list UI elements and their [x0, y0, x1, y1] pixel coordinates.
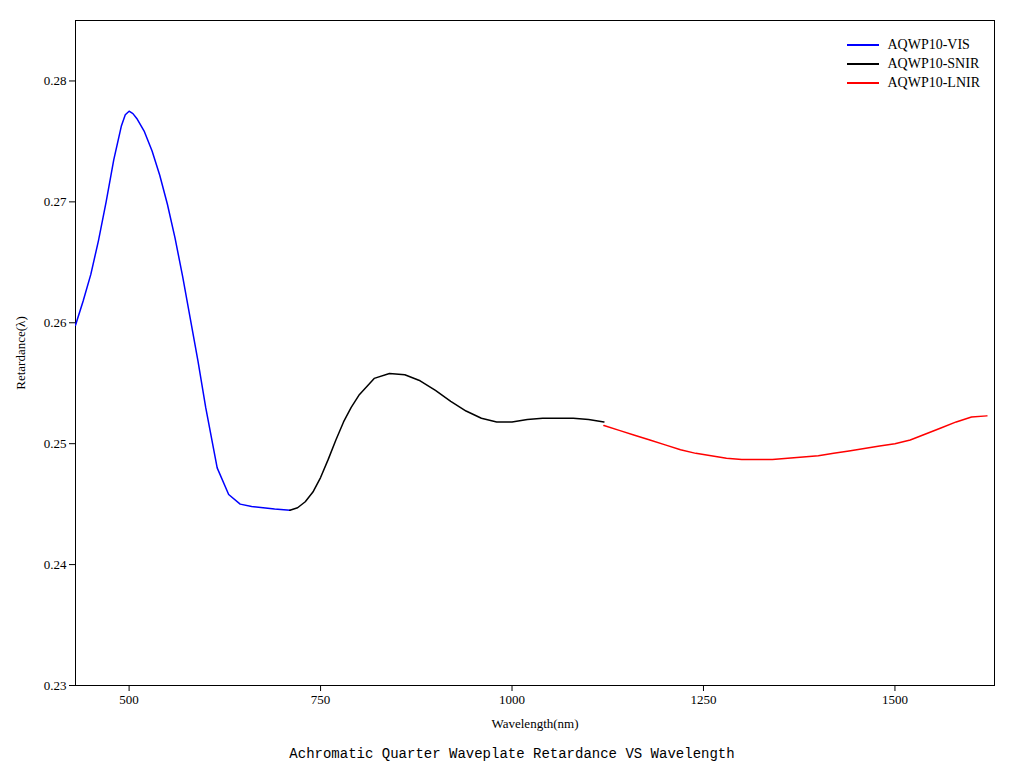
svg-text:0.24: 0.24 — [44, 557, 67, 572]
svg-text:500: 500 — [119, 692, 139, 707]
svg-text:750: 750 — [311, 692, 331, 707]
svg-text:0.25: 0.25 — [44, 436, 67, 451]
html-text:AQWP10-LNIR: AQWP10-LNIR — [887, 75, 980, 90]
svg-text:0.27: 0.27 — [44, 194, 67, 209]
html-text:Achromatic Quarter Waveplate R: Achromatic Quarter Waveplate Retardance … — [289, 746, 735, 762]
html-text:AQWP10-SNIR: AQWP10-SNIR — [887, 56, 980, 71]
svg-text:0.23: 0.23 — [44, 678, 67, 693]
html-text:AQWP10-VIS: AQWP10-VIS — [887, 37, 970, 52]
svg-text:0.26: 0.26 — [44, 315, 67, 330]
svg-text:1500: 1500 — [882, 692, 908, 707]
svg-text:Wavelength(nm): Wavelength(nm) — [491, 716, 578, 731]
svg-text:1000: 1000 — [499, 692, 525, 707]
svg-text:1250: 1250 — [690, 692, 716, 707]
svg-text:0.28: 0.28 — [44, 73, 67, 88]
svg-text:Retardance(λ): Retardance(λ) — [13, 316, 28, 389]
